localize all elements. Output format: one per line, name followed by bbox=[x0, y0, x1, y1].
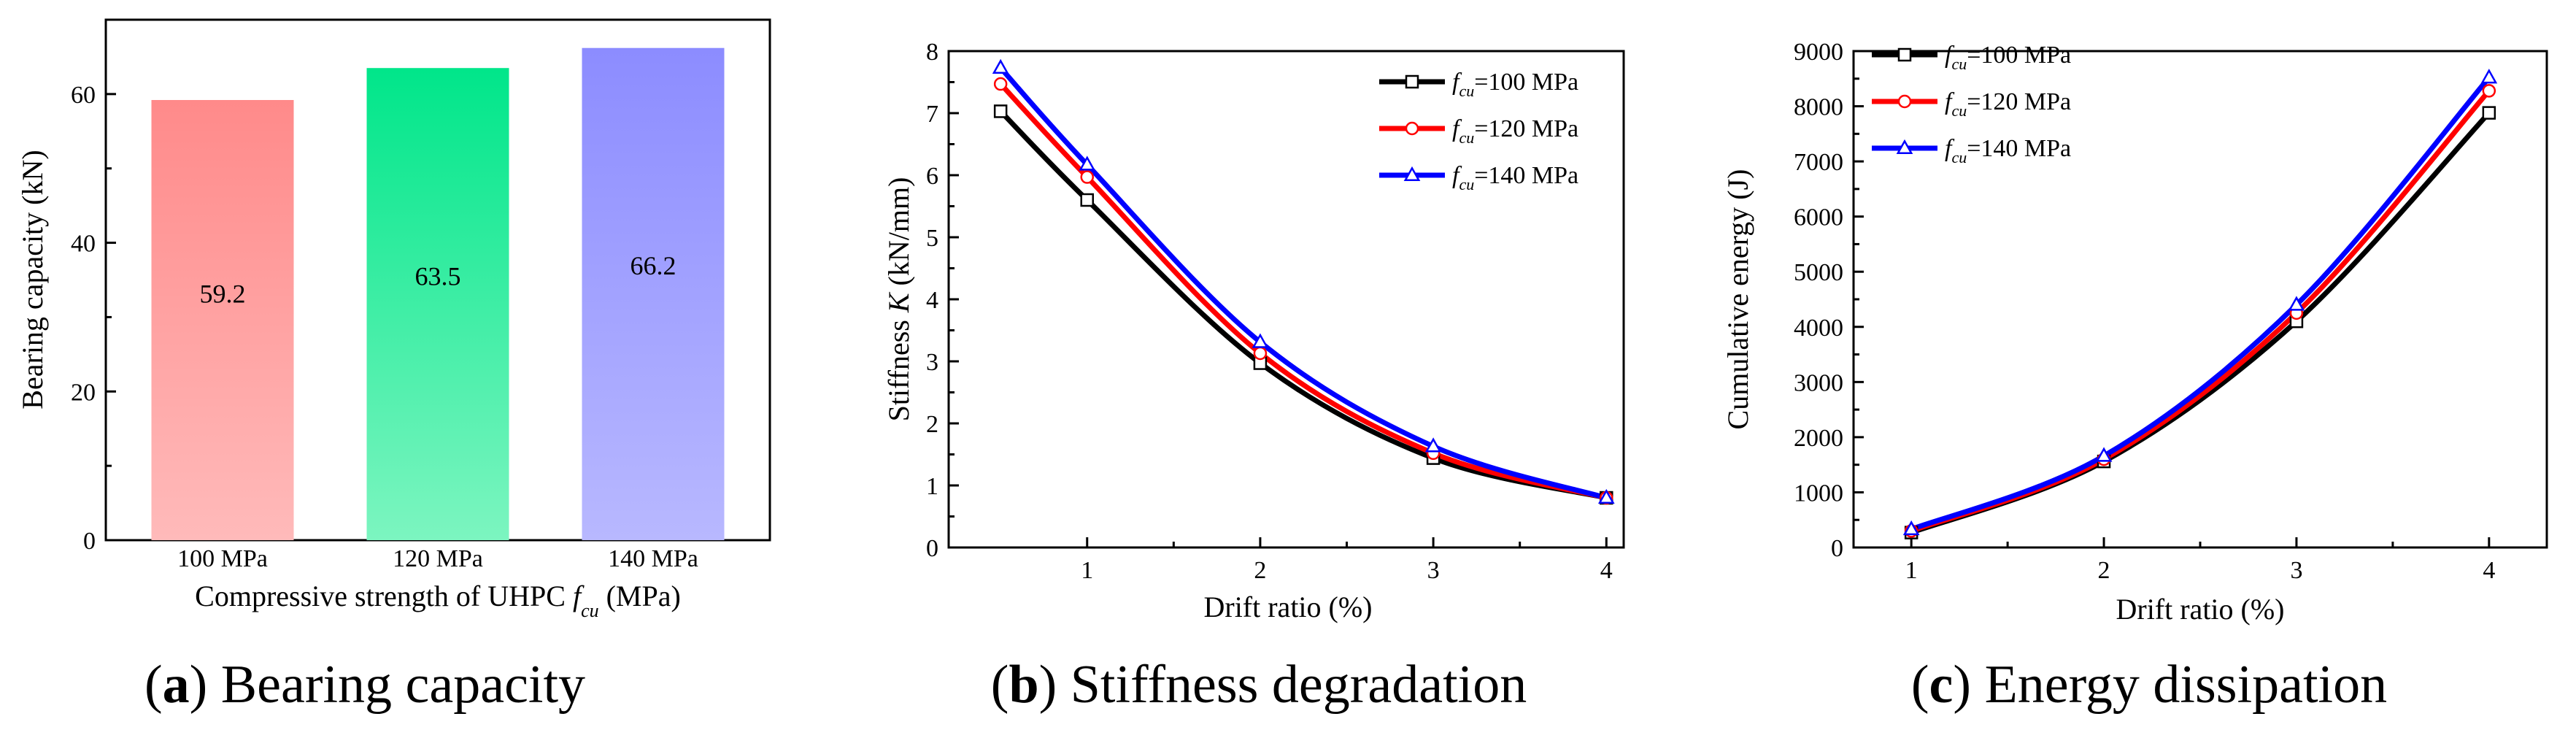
y-tick-label: 8000 bbox=[1794, 94, 1843, 121]
y-axis-title: Cumulative energy (J) bbox=[1721, 169, 1754, 430]
panel-caption: (b) Stiffness degradation bbox=[991, 655, 1527, 715]
x-tick-label: 140 MPa bbox=[608, 545, 698, 572]
series-line bbox=[1911, 113, 2489, 533]
panel-stiffness-degradation: 0 1 2 3 4 5 6 7 8 1 2 3 4 fcu=100 MPa fcu=120 MPa fcu… bbox=[882, 39, 1624, 715]
plot-frame bbox=[1854, 51, 2547, 547]
y-tick-label: 5000 bbox=[1794, 259, 1843, 286]
x-tick-label: 4 bbox=[1600, 557, 1613, 584]
x-axis-title: Drift ratio (%) bbox=[1203, 591, 1372, 623]
y-tick-label: 3 bbox=[926, 349, 938, 376]
legend-value: =100 MPa bbox=[1967, 42, 2071, 69]
x-axis-title: Drift ratio (%) bbox=[2116, 593, 2284, 626]
y-tick-label: 8 bbox=[926, 39, 938, 66]
panel-energy-dissipation: 0 1000 2000 3000 4000 5000 6000 7000 8000 9000 1 2… bbox=[1721, 33, 2547, 715]
y-tick-label: 4 bbox=[926, 287, 938, 314]
y-tick-label: 7000 bbox=[1794, 149, 1843, 176]
y-tick-label: 0 bbox=[926, 535, 938, 562]
marker-circle bbox=[2483, 85, 2495, 96]
legend-sub: cu bbox=[1459, 128, 1474, 147]
y-tick-label: 6000 bbox=[1794, 204, 1843, 231]
y-axis-title: Stiffness K (kN/mm) bbox=[882, 177, 915, 422]
marker-circle bbox=[1406, 123, 1418, 134]
marker-square bbox=[1899, 49, 1910, 61]
legend-value: =120 MPa bbox=[1474, 115, 1578, 142]
marker-circle bbox=[1081, 172, 1093, 183]
legend-label: fcu=100 MPa bbox=[1945, 42, 2071, 73]
marker-circle bbox=[995, 78, 1006, 90]
y-tick-label: 7 bbox=[926, 101, 938, 128]
x-tick-label: 1 bbox=[1081, 557, 1093, 584]
y-tick-label: 60 bbox=[71, 82, 96, 109]
legend-value: =100 MPa bbox=[1474, 69, 1578, 96]
figure: 59.263.5 66.2 0204060 100 MPa 120 MPa 140 M… bbox=[0, 0, 2576, 738]
legend-label: fcu=120 MPa bbox=[1452, 115, 1578, 147]
y-tick-label: 3000 bbox=[1794, 369, 1843, 396]
marker-triangle bbox=[2483, 71, 2496, 82]
y-tick-label: 6 bbox=[926, 163, 938, 190]
marker-circle bbox=[1254, 347, 1266, 359]
legend-value: =140 MPa bbox=[1474, 162, 1578, 189]
legend-sub: cu bbox=[1951, 148, 1967, 166]
y-tick-label: 0 bbox=[1831, 535, 1843, 562]
x-tick-label: 100 MPa bbox=[177, 545, 268, 572]
legend-sub: cu bbox=[1951, 101, 1967, 120]
bar-value-label: 66.2 bbox=[630, 251, 676, 280]
legend-label: fcu=140 MPa bbox=[1452, 162, 1578, 193]
marker-square bbox=[995, 105, 1006, 117]
panel-bearing-capacity: 59.2 63.5 66.2 0 20 40 60 100 MPa 120 MPa 140 M… bbox=[16, 20, 770, 715]
bar bbox=[367, 68, 509, 540]
marker-square bbox=[1406, 76, 1418, 88]
marker-triangle bbox=[994, 61, 1007, 72]
legend-label: fcu=120 MPa bbox=[1945, 88, 2071, 120]
legend-sub: cu bbox=[1459, 82, 1474, 100]
x-axis-title: Compressive strength of UHPC fcu (MPa) bbox=[195, 580, 681, 621]
legend-label: fcu=100 MPa bbox=[1452, 69, 1578, 100]
x-tick-label: 4 bbox=[2483, 557, 2495, 584]
y-tick-label: 1000 bbox=[1794, 480, 1843, 507]
y-tick-label: 40 bbox=[71, 231, 96, 258]
series-line bbox=[1000, 84, 1606, 498]
panel-caption: (a) Bearing capacity bbox=[144, 655, 585, 715]
marker-square bbox=[2483, 107, 2495, 119]
legend-label: fcu=140 MPa bbox=[1945, 135, 2071, 166]
legend-value: =140 MPa bbox=[1967, 135, 2071, 162]
y-tick-label: 2000 bbox=[1794, 425, 1843, 452]
legend-sub: cu bbox=[1459, 175, 1474, 193]
bar bbox=[582, 48, 725, 540]
marker-square bbox=[1081, 194, 1093, 206]
y-tick-label: 5 bbox=[926, 225, 938, 252]
y-tick-label: 1 bbox=[926, 473, 938, 500]
bar-value-label: 63.5 bbox=[415, 262, 461, 291]
y-tick-label: 0 bbox=[83, 528, 96, 555]
x-tick-label: 120 MPa bbox=[393, 545, 483, 572]
y-tick-label: 20 bbox=[71, 379, 96, 406]
x-tick-label: 3 bbox=[1427, 557, 1440, 584]
bar-value-label: 59.2 bbox=[200, 279, 246, 308]
legend-value: =120 MPa bbox=[1967, 88, 2071, 115]
y-tick-label: 9000 bbox=[1794, 39, 1843, 66]
marker-circle bbox=[1899, 96, 1910, 107]
legend-sub: cu bbox=[1951, 55, 1967, 73]
y-tick-label: 4000 bbox=[1794, 315, 1843, 342]
y-axis-title: Bearing capacity (kN) bbox=[16, 150, 49, 409]
x-tick-label: 3 bbox=[2290, 557, 2302, 584]
x-tick-label: 2 bbox=[1254, 557, 1266, 584]
x-tick-label: 2 bbox=[2098, 557, 2110, 584]
y-tick-label: 2 bbox=[926, 411, 938, 438]
bar bbox=[152, 100, 294, 540]
x-tick-label: 1 bbox=[1905, 557, 1918, 584]
panel-caption: (c) Energy dissipation bbox=[1911, 655, 2387, 715]
